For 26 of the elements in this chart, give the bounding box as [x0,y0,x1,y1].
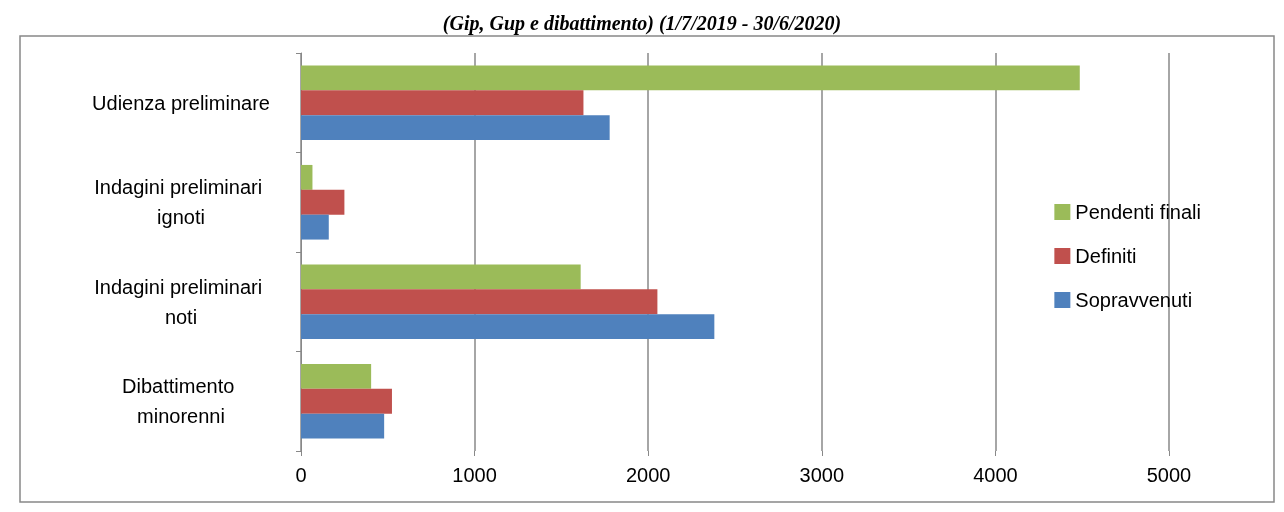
bar [301,115,610,141]
x-tick-label: 3000 [799,464,845,486]
x-tick-label: 1000 [452,464,497,486]
chart-title: (Gip, Gup e dibattimento) (1/7/2019 - 30/6/2020) [442,12,842,35]
legend-label: Definiti [1075,245,1137,267]
bar [301,413,385,439]
bar [301,189,345,215]
bar [301,214,329,240]
bar [301,388,392,414]
bar [301,65,1080,91]
bar [301,90,584,116]
y-tick-label: Indagini preliminari ignoti [94,176,268,229]
legend-label: Pendenti finali [1075,201,1202,223]
x-tick-label: 0 [295,464,307,486]
y-tick-label: Indagini preliminari noti [94,275,268,328]
bar [301,264,581,290]
y-tick-label: Dibattimento minorenni [122,375,240,428]
x-tick-label: 2000 [625,464,671,486]
legend-label: Sopravvenuti [1075,289,1193,311]
bar [301,363,372,389]
x-tick-label: 5000 [1146,464,1192,486]
x-tick-label: 4000 [973,464,1018,486]
y-tick-label: Udienza preliminare [92,91,270,114]
bar [301,289,658,315]
bar [301,314,715,340]
bar [301,164,313,190]
